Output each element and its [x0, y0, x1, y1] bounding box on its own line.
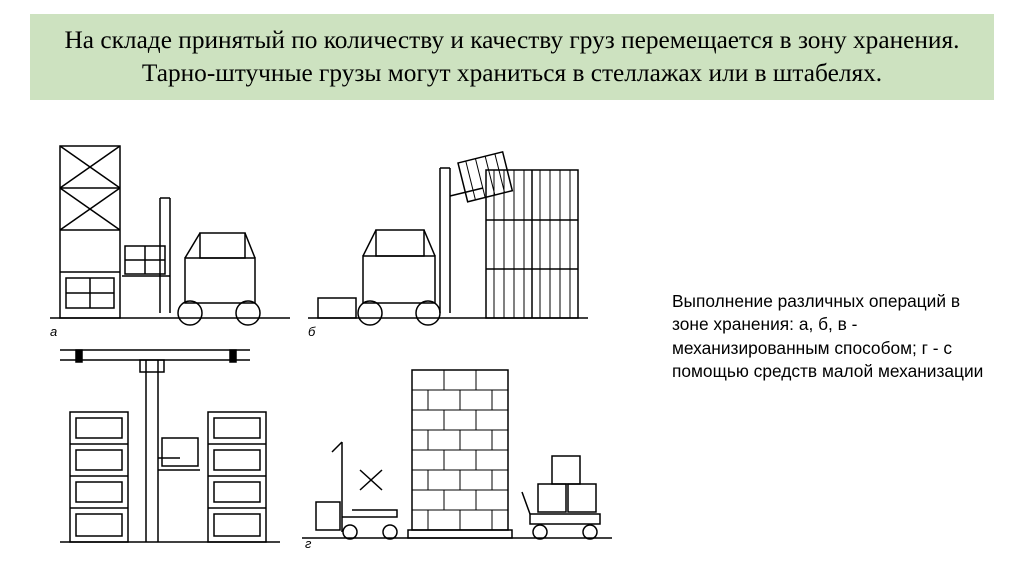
- figure-caption: Выполнение различных операций в зоне хра…: [672, 290, 992, 384]
- panel-g-label: г: [305, 536, 311, 551]
- panel-v: [50, 342, 290, 552]
- panel-a: [50, 138, 290, 338]
- storage-operations-diagram: а: [50, 138, 610, 548]
- panel-g: [302, 342, 612, 552]
- panel-b: [308, 138, 588, 338]
- title-band: На складе принятый по количеству и качес…: [30, 14, 994, 100]
- panel-b-label: б: [308, 324, 315, 339]
- panel-a-label: а: [50, 324, 57, 339]
